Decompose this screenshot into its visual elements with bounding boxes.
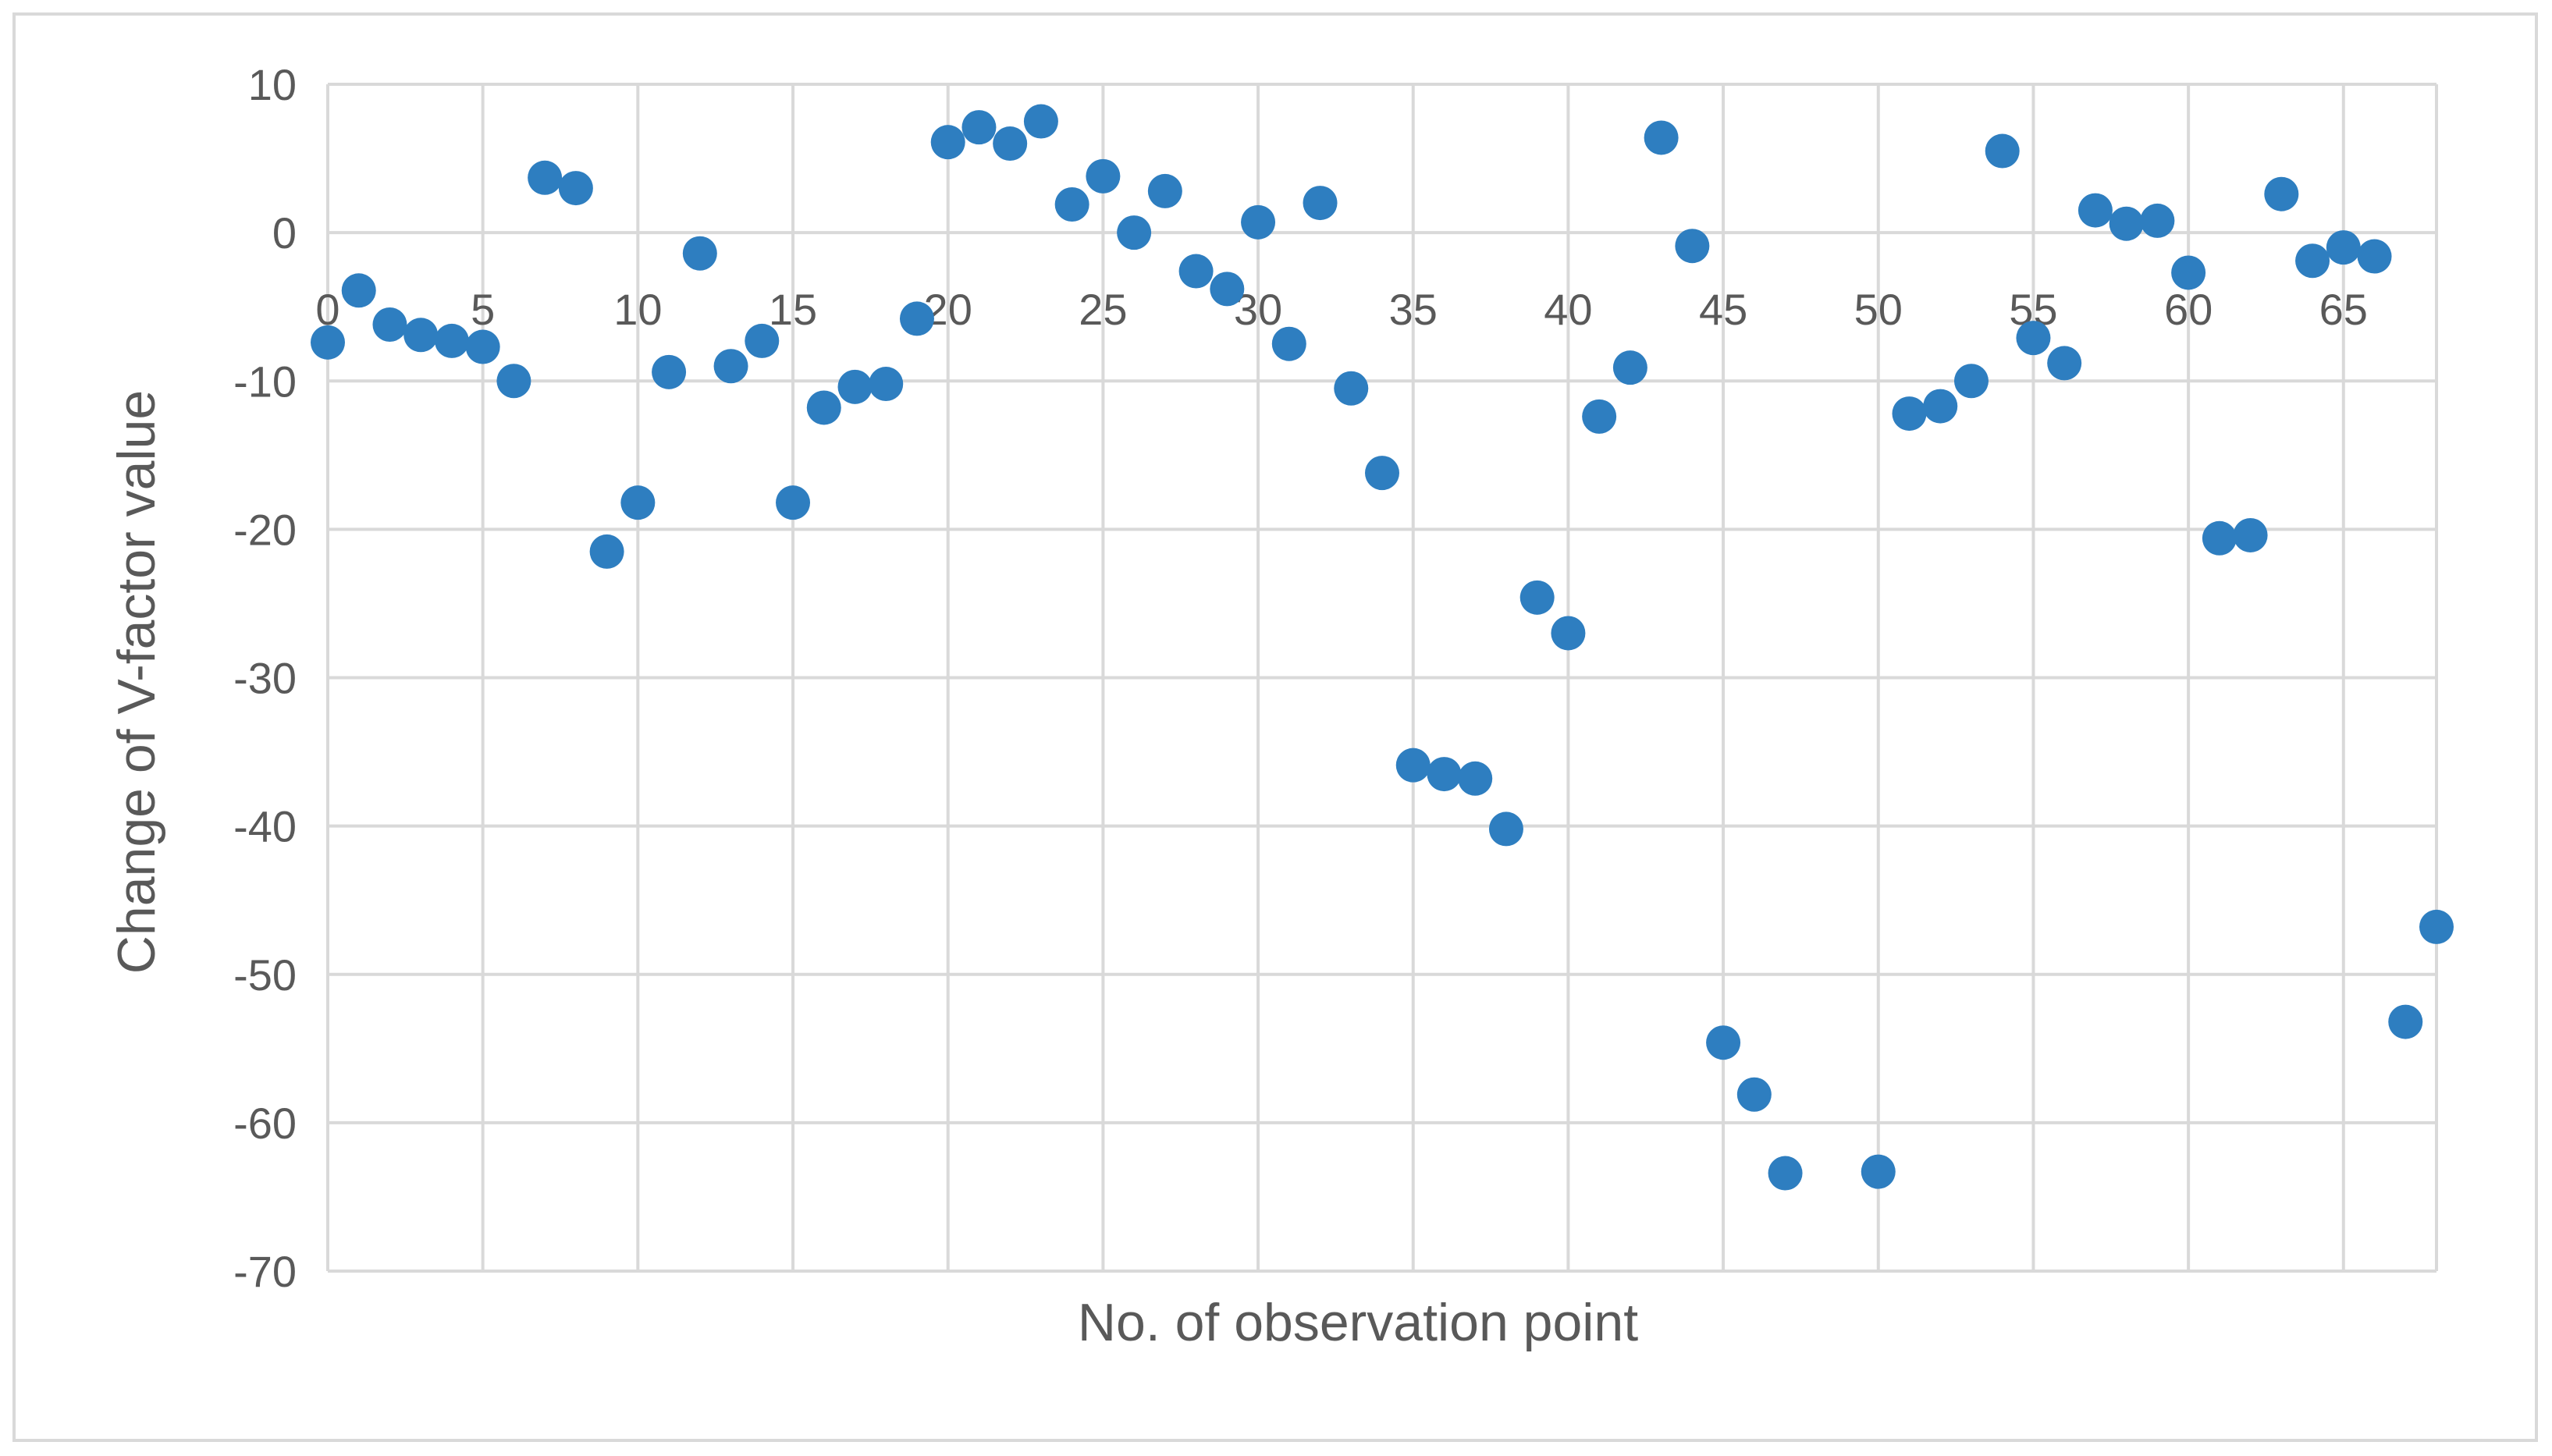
- data-point: [1644, 120, 1679, 155]
- data-point: [1241, 204, 1276, 240]
- data-point: [1953, 364, 1989, 399]
- x-axis-title: No. of observation point: [1078, 1293, 1638, 1352]
- data-point: [1582, 399, 1617, 434]
- data-point: [1054, 187, 1089, 222]
- data-point: [961, 110, 997, 145]
- x-tick-label: 5: [471, 285, 495, 334]
- data-point: [1985, 133, 2020, 169]
- data-point: [2140, 203, 2175, 238]
- data-point: [620, 485, 656, 520]
- data-point: [837, 369, 873, 404]
- data-point: [682, 236, 717, 271]
- data-point: [496, 364, 531, 399]
- data-point: [1706, 1025, 1741, 1060]
- data-point: [1736, 1077, 1772, 1112]
- data-point: [2357, 239, 2392, 274]
- y-tick-label: 0: [272, 208, 297, 257]
- data-point: [311, 325, 345, 360]
- y-tick-label: -20: [233, 505, 297, 554]
- data-point: [1675, 229, 1710, 264]
- data-point: [2419, 909, 2454, 944]
- data-point: [1147, 173, 1182, 208]
- data-point: [652, 354, 687, 389]
- x-tick-label: 40: [1544, 285, 1592, 334]
- data-point: [776, 485, 811, 520]
- x-tick-label: 25: [1079, 285, 1127, 334]
- data-point: [1210, 272, 1245, 307]
- data-point: [465, 329, 500, 364]
- data-point: [434, 323, 469, 358]
- data-point: [1271, 326, 1306, 361]
- data-point: [2326, 230, 2361, 265]
- data-point: [1551, 616, 1586, 651]
- y-tick-label: -70: [233, 1247, 297, 1296]
- data-point: [1023, 104, 1058, 139]
- data-point: [713, 349, 748, 384]
- data-point: [2264, 176, 2299, 211]
- data-point: [869, 367, 904, 402]
- data-point: [1892, 396, 1927, 431]
- data-point: [341, 273, 376, 308]
- data-point: [1519, 580, 1555, 615]
- data-point: [2202, 520, 2237, 556]
- chart-frame: [12, 12, 2538, 1442]
- data-point: [2295, 243, 2330, 279]
- x-tick-label: 10: [613, 285, 662, 334]
- y-tick-label: 10: [248, 60, 297, 109]
- data-point: [1178, 254, 1214, 289]
- data-point: [1303, 186, 1338, 221]
- data-point: [1365, 456, 1399, 491]
- data-point: [2233, 517, 2268, 552]
- x-tick-label: 60: [2164, 285, 2213, 334]
- data-point: [1861, 1154, 1896, 1189]
- data-points: [311, 104, 2454, 1191]
- data-point: [993, 126, 1028, 162]
- y-tick-label: -40: [233, 802, 297, 851]
- data-point: [1395, 748, 1431, 783]
- x-tick-label: 35: [1389, 285, 1438, 334]
- data-point: [1488, 811, 1523, 847]
- grid: [326, 83, 2438, 1273]
- data-point: [806, 390, 841, 425]
- data-point: [1086, 158, 1121, 194]
- y-axis-title: Change of V-factor value: [107, 390, 166, 974]
- data-point: [589, 534, 624, 569]
- y-tick-label: -30: [233, 654, 297, 703]
- data-point: [1768, 1156, 1803, 1191]
- y-tick-label: -10: [233, 357, 297, 406]
- x-axis-ticks: 0 5 10 15 20 25 30 35 40 45 50 55 60 65: [315, 285, 2368, 334]
- data-point: [1458, 761, 1493, 796]
- x-tick-label: 15: [769, 285, 817, 334]
- data-point: [2171, 255, 2206, 290]
- data-point: [930, 125, 965, 160]
- data-point: [2388, 1004, 2423, 1039]
- data-point: [1923, 389, 1958, 424]
- data-point: [372, 307, 407, 343]
- data-point: [403, 318, 439, 353]
- data-point: [2077, 193, 2113, 228]
- data-point: [558, 171, 593, 206]
- y-axis-ticks: 10 0 -10 -20 -30 -40 -50 -60 -70: [233, 60, 297, 1296]
- x-tick-label: 50: [1854, 285, 1903, 334]
- data-point: [1334, 371, 1369, 406]
- data-point: [745, 323, 780, 358]
- data-point: [899, 301, 934, 336]
- y-tick-label: -60: [233, 1099, 297, 1148]
- data-point: [2109, 206, 2144, 241]
- data-point: [2016, 321, 2051, 356]
- x-tick-label: 65: [2319, 285, 2368, 334]
- data-point: [2047, 346, 2082, 381]
- x-tick-label: 45: [1699, 285, 1747, 334]
- data-point: [1427, 757, 1462, 792]
- data-point: [1117, 215, 1152, 250]
- data-point: [1612, 350, 1647, 385]
- y-tick-label: -50: [233, 950, 297, 1000]
- data-point: [528, 160, 563, 195]
